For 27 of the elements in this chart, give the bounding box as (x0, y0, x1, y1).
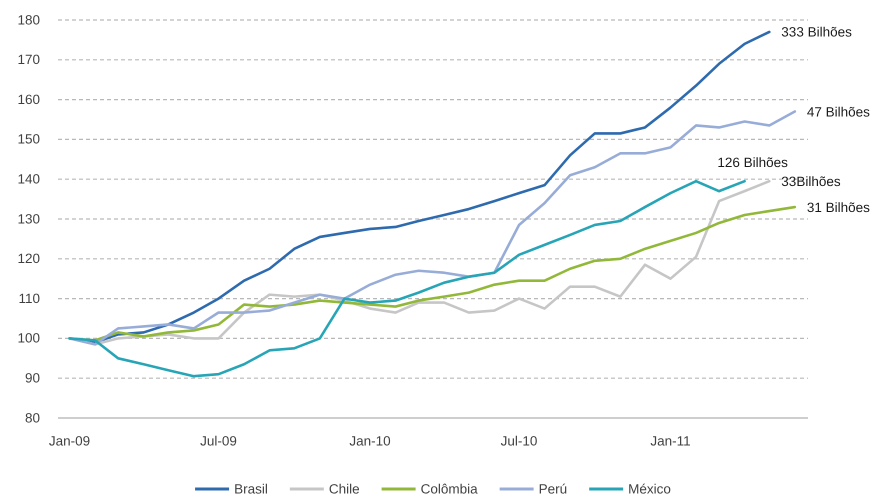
line-series (68, 180, 746, 378)
y-tick-label: 140 (17, 172, 40, 187)
y-tick-label: 180 (17, 12, 40, 28)
legend-label: México (628, 482, 671, 497)
y-tick-label: 170 (17, 52, 40, 68)
legend-label: Colômbia (420, 482, 478, 497)
y-tick-label: 110 (18, 290, 40, 306)
y-tick-label: 100 (17, 330, 40, 346)
y-tick-label: 130 (17, 211, 40, 226)
annotation: 31 Bilhões (806, 200, 870, 215)
x-tick-label: Jan-11 (650, 434, 691, 449)
annotation: 47 Bilhões (806, 104, 870, 120)
x-tick-label: Jul-09 (200, 434, 237, 449)
annotation: 126 Bilhões (717, 154, 788, 170)
annotation: 33Bilhões (781, 174, 841, 189)
y-tick-label: 80 (24, 410, 40, 426)
y-tick-label: 150 (17, 132, 40, 147)
annotation: 333 Bilhões (781, 24, 852, 40)
legend-label: Perú (538, 482, 568, 497)
x-tick-label: Jan-10 (349, 434, 391, 449)
legend-label: Brasil (234, 482, 268, 497)
y-tick-label: 120 (17, 251, 40, 266)
y-tick-label: 160 (17, 92, 40, 107)
x-tick-label: Jan-09 (48, 434, 90, 449)
y-tick-label: 90 (24, 370, 40, 386)
x-tick-label: Jul-10 (500, 434, 538, 449)
legend-label: Chile (328, 482, 360, 497)
